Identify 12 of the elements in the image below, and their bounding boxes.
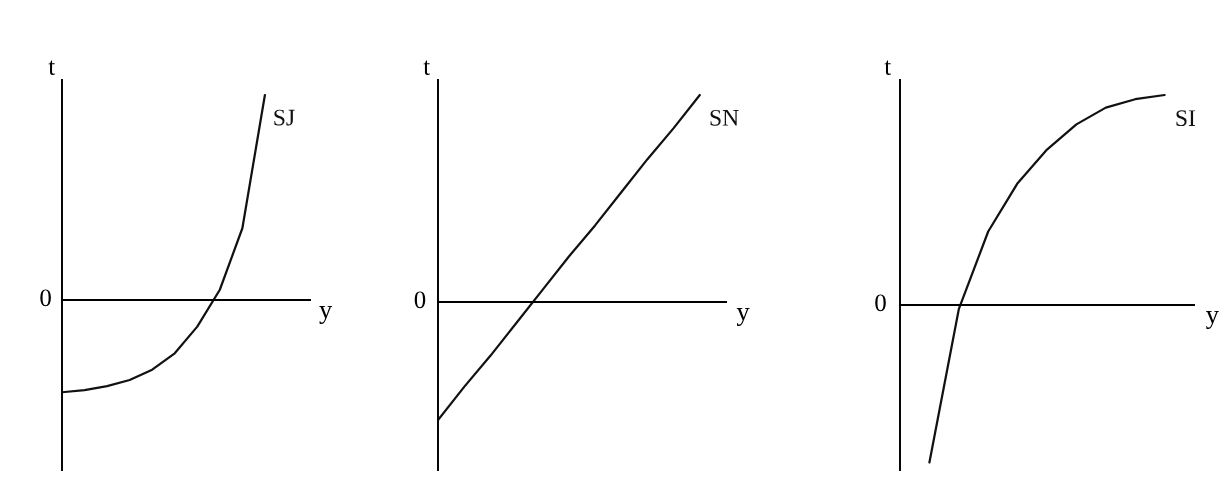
series-label: SJ xyxy=(274,109,295,126)
series-label: SI xyxy=(1176,110,1196,127)
x-axis-title: y xyxy=(319,306,333,324)
text: 0 xyxy=(875,294,886,312)
y-axis-title: t xyxy=(423,60,430,75)
text: 0 xyxy=(40,289,51,307)
series-label: SN xyxy=(710,109,739,126)
x-axis-title: y xyxy=(1206,311,1219,329)
x-axis-title: y xyxy=(736,308,750,326)
text: 0 xyxy=(414,291,426,309)
y-axis-title: t xyxy=(48,60,56,75)
y-axis-title: t xyxy=(884,60,892,75)
